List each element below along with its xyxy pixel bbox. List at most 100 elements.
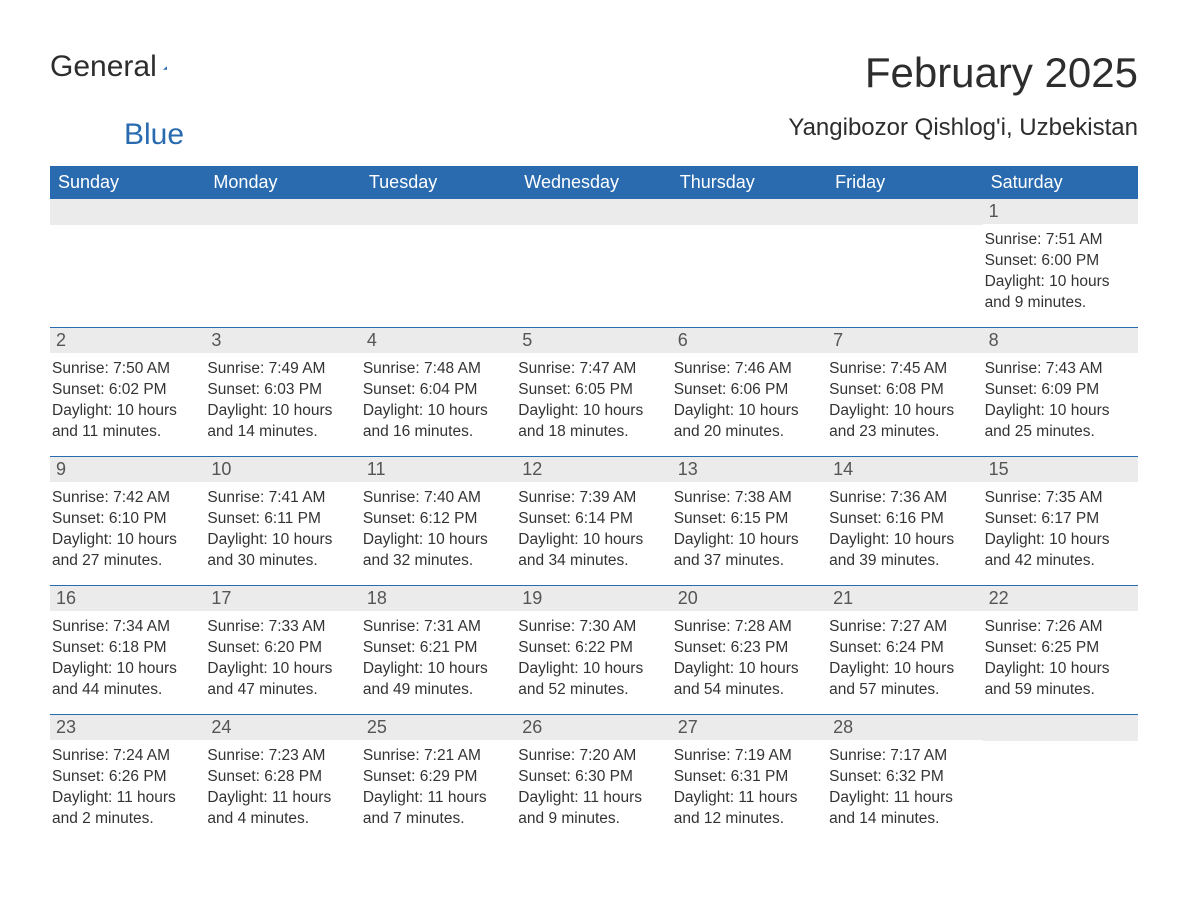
day-cell: 28Sunrise: 7:17 AMSunset: 6:32 PMDayligh… (827, 715, 982, 843)
day-number: 15 (983, 457, 1138, 482)
weeks-container: 1Sunrise: 7:51 AMSunset: 6:00 PMDaylight… (50, 199, 1138, 843)
day-number (50, 199, 205, 225)
day-number: 24 (205, 715, 360, 740)
day-cell: 15 Sunrise: 7:35 AMSunset: 6:17 PMDayligh… (983, 457, 1138, 585)
sunset-line: Sunset: 6:29 PM (363, 767, 508, 788)
daylight-line: Daylight: 11 hours and 7 minutes. (363, 788, 508, 830)
day-details: Sunrise: 7:42 AMSunset: 6:10 PMDaylight:… (50, 488, 197, 572)
day-details: Sunrise: 7:28 AMSunset: 6:23 PMDaylight:… (672, 617, 819, 701)
day-number (516, 199, 671, 225)
sunrise-line: Sunrise: 7:40 AM (363, 488, 508, 509)
sunset-line: Sunset: 6:14 PM (518, 509, 663, 530)
daylight-line: Daylight: 10 hours and 44 minutes. (52, 659, 197, 701)
sunrise-line: Sunrise: 7:45 AM (829, 359, 974, 380)
sunset-line: Sunset: 6:24 PM (829, 638, 974, 659)
daylight-line: Daylight: 10 hours and 14 minutes. (207, 401, 352, 443)
day-cell: 1Sunrise: 7:51 AMSunset: 6:00 PMDaylight… (983, 199, 1138, 327)
day-number: 12 (516, 457, 671, 482)
sunrise-line: Sunrise: 7:43 AM (985, 359, 1130, 380)
daylight-line: Daylight: 11 hours and 9 minutes. (518, 788, 663, 830)
sunset-line: Sunset: 6:32 PM (829, 767, 974, 788)
weekday-label: Sunday (50, 166, 205, 199)
day-details: Sunrise: 7:36 AMSunset: 6:16 PMDaylight:… (827, 488, 974, 572)
sunset-line: Sunset: 6:05 PM (518, 380, 663, 401)
sunset-line: Sunset: 6:17 PM (985, 509, 1130, 530)
daylight-line: Daylight: 11 hours and 4 minutes. (207, 788, 352, 830)
sunrise-line: Sunrise: 7:39 AM (518, 488, 663, 509)
day-number: 4 (361, 328, 516, 353)
sunset-line: Sunset: 6:08 PM (829, 380, 974, 401)
sunrise-line: Sunrise: 7:38 AM (674, 488, 819, 509)
day-details: Sunrise: 7:26 AMSunset: 6:25 PMDaylight:… (983, 617, 1130, 701)
day-number: 22 (983, 586, 1138, 611)
day-details: Sunrise: 7:41 AMSunset: 6:11 PMDaylight:… (205, 488, 352, 572)
sunrise-line: Sunrise: 7:51 AM (985, 230, 1130, 251)
daylight-line: Daylight: 10 hours and 37 minutes. (674, 530, 819, 572)
daylight-line: Daylight: 10 hours and 20 minutes. (674, 401, 819, 443)
sunset-line: Sunset: 6:09 PM (985, 380, 1130, 401)
day-cell: 16 Sunrise: 7:34 AMSunset: 6:18 PMDayligh… (50, 586, 205, 714)
title-block: February 2025 Yangibozor Qishlog'i, Uzbe… (788, 50, 1138, 142)
daylight-line: Daylight: 10 hours and 34 minutes. (518, 530, 663, 572)
daylight-line: Daylight: 10 hours and 59 minutes. (985, 659, 1130, 701)
daylight-line: Daylight: 10 hours and 25 minutes. (985, 401, 1130, 443)
day-cell: 8Sunrise: 7:43 AMSunset: 6:09 PMDaylight… (983, 328, 1138, 456)
sunrise-line: Sunrise: 7:35 AM (985, 488, 1130, 509)
day-details: Sunrise: 7:33 AMSunset: 6:20 PMDaylight:… (205, 617, 352, 701)
day-cell (516, 199, 671, 327)
weekday-label: Friday (827, 166, 982, 199)
day-number: 16 (50, 586, 205, 611)
sunrise-line: Sunrise: 7:42 AM (52, 488, 197, 509)
sunrise-line: Sunrise: 7:31 AM (363, 617, 508, 638)
day-number: 3 (205, 328, 360, 353)
sunrise-line: Sunrise: 7:26 AM (985, 617, 1130, 638)
daylight-line: Daylight: 10 hours and 11 minutes. (52, 401, 197, 443)
sunset-line: Sunset: 6:30 PM (518, 767, 663, 788)
day-cell: 20Sunrise: 7:28 AMSunset: 6:23 PMDayligh… (672, 586, 827, 714)
day-details: Sunrise: 7:40 AMSunset: 6:12 PMDaylight:… (361, 488, 508, 572)
weekday-label: Saturday (983, 166, 1138, 199)
day-number: 27 (672, 715, 827, 740)
daylight-line: Daylight: 10 hours and 47 minutes. (207, 659, 352, 701)
sunrise-line: Sunrise: 7:21 AM (363, 746, 508, 767)
daylight-line: Daylight: 10 hours and 39 minutes. (829, 530, 974, 572)
daylight-line: Daylight: 10 hours and 23 minutes. (829, 401, 974, 443)
sunrise-line: Sunrise: 7:23 AM (207, 746, 352, 767)
weekday-label: Wednesday (516, 166, 671, 199)
day-details: Sunrise: 7:35 AMSunset: 6:17 PMDaylight:… (983, 488, 1130, 572)
month-title: February 2025 (788, 50, 1138, 96)
day-number (361, 199, 516, 225)
weekday-label: Thursday (672, 166, 827, 199)
day-cell: 13Sunrise: 7:38 AMSunset: 6:15 PMDayligh… (672, 457, 827, 585)
logo-word-general: General (50, 50, 157, 84)
day-details: Sunrise: 7:34 AMSunset: 6:18 PMDaylight:… (50, 617, 197, 701)
day-cell: 7 Sunrise: 7:45 AMSunset: 6:08 PMDaylight… (827, 328, 982, 456)
weekday-header: Sunday Monday Tuesday Wednesday Thursday… (50, 166, 1138, 199)
daylight-line: Daylight: 10 hours and 32 minutes. (363, 530, 508, 572)
day-cell (361, 199, 516, 327)
week-row: 9Sunrise: 7:42 AMSunset: 6:10 PMDaylight… (50, 456, 1138, 585)
day-details: Sunrise: 7:23 AMSunset: 6:28 PMDaylight:… (205, 746, 352, 830)
day-details: Sunrise: 7:31 AMSunset: 6:21 PMDaylight:… (361, 617, 508, 701)
daylight-line: Daylight: 11 hours and 12 minutes. (674, 788, 819, 830)
daylight-line: Daylight: 10 hours and 18 minutes. (518, 401, 663, 443)
day-number: 23 (50, 715, 205, 740)
day-cell (672, 199, 827, 327)
sunrise-line: Sunrise: 7:36 AM (829, 488, 974, 509)
week-row: 16 Sunrise: 7:34 AMSunset: 6:18 PMDayligh… (50, 585, 1138, 714)
day-details: Sunrise: 7:46 AMSunset: 6:06 PMDaylight:… (672, 359, 819, 443)
day-details: Sunrise: 7:30 AMSunset: 6:22 PMDaylight:… (516, 617, 663, 701)
day-cell: 22 Sunrise: 7:26 AMSunset: 6:25 PMDayligh… (983, 586, 1138, 714)
day-number: 7 (827, 328, 982, 353)
daylight-line: Daylight: 10 hours and 42 minutes. (985, 530, 1130, 572)
day-cell: 2Sunrise: 7:50 AMSunset: 6:02 PMDaylight… (50, 328, 205, 456)
sunrise-line: Sunrise: 7:17 AM (829, 746, 974, 767)
day-number (672, 199, 827, 225)
calendar: Sunday Monday Tuesday Wednesday Thursday… (50, 166, 1138, 843)
day-cell: 18Sunrise: 7:31 AMSunset: 6:21 PMDayligh… (361, 586, 516, 714)
sunset-line: Sunset: 6:26 PM (52, 767, 197, 788)
day-cell: 14Sunrise: 7:36 AMSunset: 6:16 PMDayligh… (827, 457, 982, 585)
day-details: Sunrise: 7:17 AMSunset: 6:32 PMDaylight:… (827, 746, 974, 830)
sunset-line: Sunset: 6:28 PM (207, 767, 352, 788)
day-details: Sunrise: 7:43 AMSunset: 6:09 PMDaylight:… (983, 359, 1130, 443)
